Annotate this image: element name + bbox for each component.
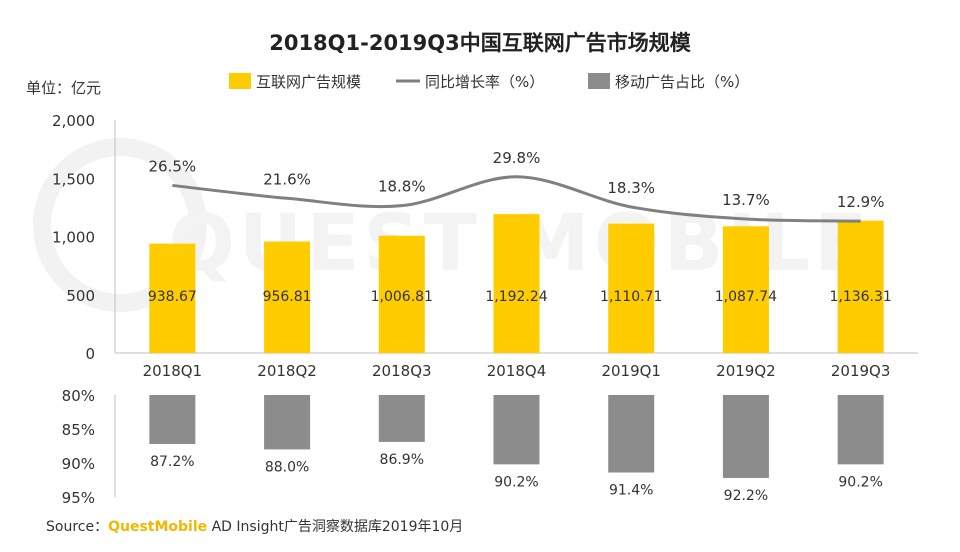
source-text: AD Insight广告洞察数据库2019年10月 [207, 519, 464, 535]
data-label-growth: 18.3% [607, 179, 655, 197]
x-tick-label: 2018Q4 [487, 362, 547, 380]
x-tick-label: 2019Q1 [601, 362, 661, 380]
data-label-ad-scale: 956.81 [263, 289, 312, 305]
upper-y-tick-label: 2,000 [52, 112, 95, 130]
upper-y-tick-label: 500 [66, 287, 95, 305]
data-label-growth: 26.5% [149, 157, 197, 175]
lower-y-tick-label: 85% [62, 421, 95, 439]
bar-ad-scale [149, 243, 196, 353]
legend-swatch-mobile-share [588, 73, 610, 89]
data-label-ad-scale: 1,110.71 [600, 289, 662, 305]
data-label-growth: 21.6% [263, 170, 311, 188]
bar-ad-scale [493, 214, 540, 353]
bar-mobile-share [608, 395, 655, 473]
bar-mobile-share [378, 395, 425, 442]
bar-mobile-share [264, 395, 311, 450]
data-label-mobile-share: 92.2% [724, 488, 768, 504]
data-label-growth: 29.8% [493, 149, 541, 167]
data-label-mobile-share: 91.4% [609, 483, 653, 499]
data-label-mobile-share: 90.2% [838, 474, 882, 490]
data-label-ad-scale: 1,136.31 [829, 289, 891, 305]
data-label-ad-scale: 1,192.24 [485, 289, 547, 305]
bar-mobile-share [722, 395, 769, 478]
bar-ad-scale [264, 241, 311, 353]
source-prefix: Source： [46, 519, 109, 535]
bar-mobile-share [493, 395, 540, 465]
lower-y-tick-label: 90% [62, 455, 95, 473]
data-label-ad-scale: 1,087.74 [715, 289, 777, 305]
upper-y-tick-label: 1,500 [52, 170, 95, 188]
bar-ad-scale [837, 220, 884, 353]
lower-plot: 80% 85% 90% 95% 87.2% 88.0% 86.9% 90.2% 91.4% 92.… [62, 387, 884, 507]
upper-y-tick-label: 1,000 [52, 229, 95, 247]
legend-label-ad-scale: 互联网广告规模 [256, 73, 361, 91]
legend-label-mobile-share: 移动广告占比（%） [615, 73, 749, 91]
x-tick-label: 2018Q3 [372, 362, 432, 380]
bar-mobile-share [149, 395, 196, 444]
legend-swatch-ad-scale [229, 73, 251, 89]
source-brand: QuestMobile [108, 519, 208, 535]
x-tick-label: 2018Q1 [143, 362, 203, 380]
x-tick-label: 2019Q2 [716, 362, 776, 380]
data-label-mobile-share: 90.2% [494, 474, 538, 490]
bar-ad-scale [608, 223, 655, 353]
data-label-ad-scale: 938.67 [148, 289, 197, 305]
chart-title: 2018Q1-2019Q3中国互联网广告市场规模 [269, 31, 692, 55]
legend-label-growth: 同比增长率（%） [425, 73, 544, 91]
data-label-growth: 12.9% [837, 193, 885, 211]
data-label-mobile-share: 88.0% [265, 459, 309, 475]
data-label-growth: 13.7% [722, 191, 770, 209]
bar-ad-scale [378, 235, 425, 353]
source-note: Source：QuestMobile AD Insight广告洞察数据库2019… [46, 516, 463, 536]
upper-y-tick-label: 0 [85, 345, 95, 363]
bar-mobile-share [837, 395, 884, 465]
upper-plot: 0 500 1,000 1,500 2,000 938.67 956.81 1,006.81 1… [52, 112, 918, 380]
lower-y-tick-label: 95% [62, 489, 95, 507]
x-tick-label: 2019Q3 [831, 362, 891, 380]
lower-y-tick-label: 80% [62, 387, 95, 405]
legend: 互联网广告规模 同比增长率（%） 移动广告占比（%） [229, 73, 749, 91]
bar-ad-scale [722, 226, 769, 353]
data-label-mobile-share: 86.9% [380, 452, 424, 468]
x-tick-label: 2018Q2 [257, 362, 317, 380]
data-label-growth: 18.8% [378, 178, 426, 196]
data-label-ad-scale: 1,006.81 [371, 289, 433, 305]
unit-label: 单位：亿元 [26, 79, 101, 97]
watermark-ring [33, 138, 207, 312]
data-label-mobile-share: 87.2% [150, 454, 194, 470]
